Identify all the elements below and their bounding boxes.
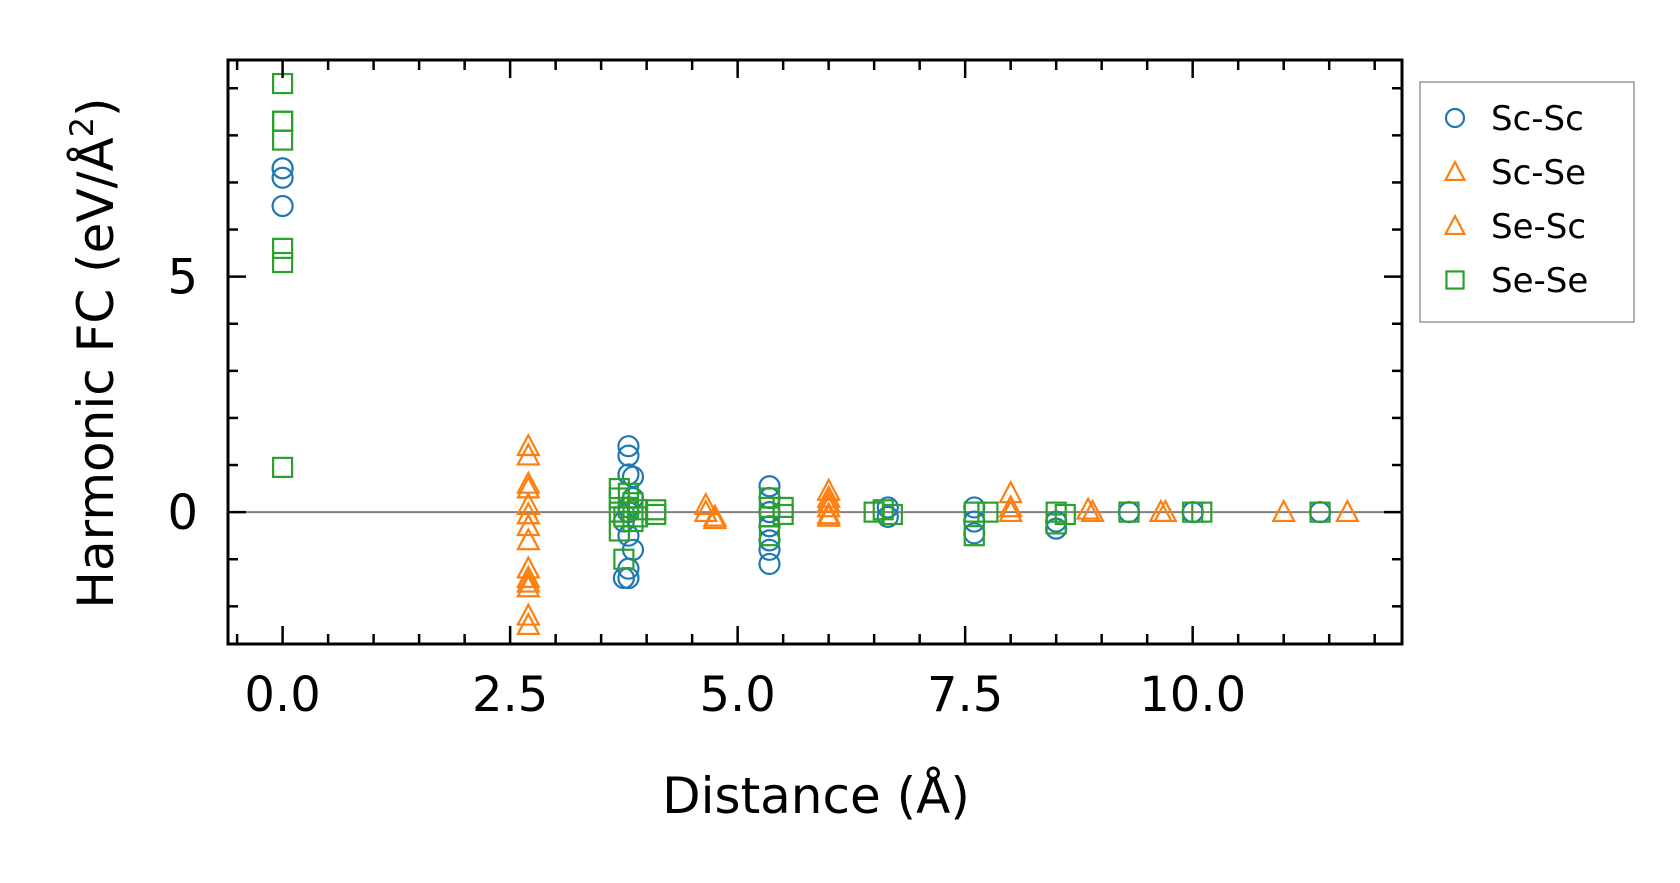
data-point — [272, 129, 294, 151]
y-axis-label-superscript: 2 — [63, 117, 101, 137]
legend-marker-sc-se — [1443, 159, 1467, 182]
x-tick-label: 2.5 — [472, 667, 548, 723]
data-point — [272, 456, 294, 478]
data-point — [516, 527, 541, 551]
data-point — [1080, 498, 1105, 523]
data-point — [645, 499, 667, 521]
data-point — [271, 166, 294, 189]
legend-label-se-se: Se-Se — [1491, 261, 1588, 301]
data-point — [998, 498, 1023, 523]
legend-label-se-sc: Se-Sc — [1491, 207, 1586, 247]
data-point — [621, 465, 645, 488]
x-tick-label: 7.5 — [927, 667, 1003, 723]
legend-marker-se-se — [1445, 270, 1465, 290]
data-point — [613, 548, 635, 570]
data-point — [977, 501, 999, 523]
data-point — [272, 251, 294, 274]
data-point — [758, 475, 781, 498]
data-point — [963, 501, 985, 523]
data-point — [516, 475, 541, 499]
data-point — [1309, 501, 1331, 523]
data-point — [271, 157, 294, 180]
legend-label-sc-sc: Sc-Sc — [1491, 99, 1584, 139]
data-point — [1075, 496, 1101, 520]
data-point — [272, 110, 294, 132]
data-point — [271, 194, 294, 218]
data-point — [516, 501, 541, 525]
data-point — [1054, 503, 1076, 526]
data-point — [963, 525, 985, 547]
data-point — [876, 505, 899, 528]
legend: Sc-Sc Sc-Se Se-Sc Se-Se — [1419, 81, 1635, 323]
y-tick-label: 5 — [167, 250, 198, 306]
y-axis-label-close: ) — [67, 97, 125, 117]
data-point — [1335, 498, 1360, 523]
plot-frame — [226, 58, 1404, 646]
data-point — [516, 442, 541, 466]
data-points-layer — [271, 72, 1360, 636]
data-point — [516, 602, 541, 626]
data-point — [693, 491, 719, 515]
x-tick-label: 0.0 — [244, 667, 320, 723]
data-point — [1153, 498, 1178, 523]
legend-items: Sc-Sc Sc-Se Se-Sc Se-Se — [1443, 99, 1588, 301]
data-point — [702, 503, 728, 527]
data-point — [516, 611, 541, 636]
data-point — [816, 503, 841, 527]
x-axis-label: Distance (Å) — [662, 767, 970, 825]
data-point — [617, 435, 640, 458]
data-point — [516, 569, 541, 593]
data-point — [998, 494, 1023, 518]
series-se-se — [272, 72, 1331, 570]
data-point — [1271, 498, 1296, 523]
data-point — [816, 489, 841, 513]
data-point — [272, 110, 294, 132]
data-point — [758, 552, 781, 576]
data-point — [1118, 501, 1140, 523]
x-tick-label: 5.0 — [699, 667, 775, 723]
data-point — [881, 503, 903, 526]
data-point — [622, 510, 644, 533]
series-sc-sc — [271, 157, 1332, 590]
data-point — [758, 538, 781, 561]
legend-marker-se-sc — [1443, 213, 1467, 236]
data-point — [816, 477, 841, 501]
x-tick-label: 10.0 — [1139, 667, 1246, 723]
data-point — [772, 503, 794, 526]
data-point — [816, 494, 841, 518]
data-point — [1191, 501, 1213, 523]
y-axis-label-main: Harmonic FC (eV/Å — [67, 137, 125, 608]
tick-labels-layer: 0.0 2.5 5.0 7.5 10.0 0 5 — [167, 250, 1246, 723]
data-point — [272, 237, 294, 259]
y-tick-label: 0 — [167, 485, 198, 541]
data-point — [617, 444, 640, 467]
y-axis-label: Harmonic FC (eV/Å2) — [63, 97, 125, 608]
data-point — [876, 496, 899, 519]
legend-marker-sc-sc — [1444, 107, 1466, 129]
legend-label-sc-se: Sc-Se — [1491, 153, 1586, 193]
legend-box — [1419, 81, 1635, 323]
series-se-sc — [516, 442, 1360, 636]
data-point — [758, 525, 781, 547]
data-point — [516, 564, 541, 588]
data-point — [516, 432, 541, 457]
axis-ticks-layer — [228, 60, 1402, 644]
data-point — [516, 512, 541, 537]
data-point — [645, 503, 667, 526]
